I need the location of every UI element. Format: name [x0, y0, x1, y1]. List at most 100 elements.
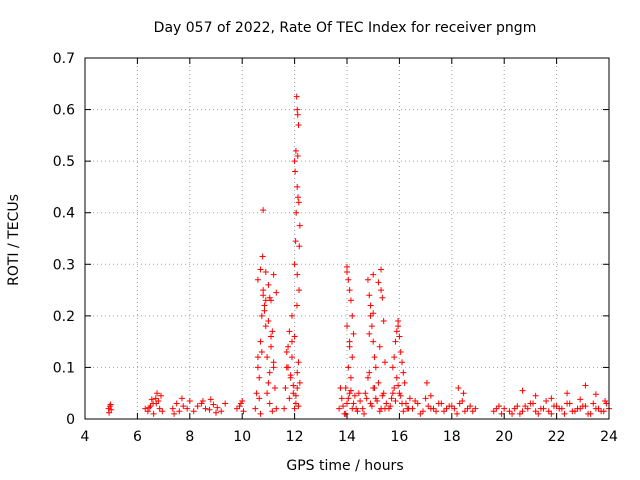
data-point: [395, 318, 402, 325]
data-point: [194, 403, 201, 410]
data-point: [265, 379, 272, 386]
data-point: [296, 222, 303, 229]
data-point: [355, 390, 362, 397]
data-point: [545, 408, 552, 415]
data-point: [519, 387, 526, 394]
data-point: [340, 403, 347, 410]
data-point: [169, 405, 176, 412]
data-point: [371, 385, 378, 392]
data-point: [378, 287, 385, 294]
data-point: [454, 410, 461, 417]
data-point: [157, 392, 164, 399]
data-point: [362, 390, 369, 397]
y-tick-label: 0.4: [53, 206, 75, 222]
data-point: [363, 395, 370, 402]
data-point: [379, 392, 386, 399]
data-point: [422, 395, 429, 402]
data-point: [273, 289, 280, 296]
data-point: [258, 348, 265, 355]
data-point: [345, 395, 352, 402]
data-point: [294, 369, 301, 376]
x-tick-label: 6: [133, 429, 142, 445]
data-point: [342, 410, 349, 417]
data-point: [285, 364, 292, 371]
data-point: [469, 408, 476, 415]
data-point: [347, 387, 354, 394]
data-point: [269, 328, 276, 335]
x-tick-label: 22: [548, 429, 566, 445]
data-point: [268, 343, 275, 350]
data-point: [383, 400, 390, 407]
data-point: [268, 333, 275, 340]
data-point: [292, 168, 299, 175]
data-point: [107, 401, 114, 408]
data-point: [353, 405, 360, 412]
data-point: [344, 400, 350, 407]
data-point: [423, 379, 430, 386]
data-point: [292, 147, 299, 154]
data-point: [364, 276, 371, 283]
data-point: [592, 391, 599, 398]
axis-ticks: [84, 57, 610, 420]
data-point: [293, 302, 300, 309]
x-tick-label: 16: [390, 429, 408, 445]
data-point: [530, 400, 537, 407]
data-point: [281, 405, 288, 412]
data-point: [106, 409, 113, 416]
data-point: [256, 395, 263, 402]
data-point: [214, 404, 221, 411]
data-point: [264, 354, 271, 361]
data-point: [372, 395, 379, 402]
data-point: [105, 405, 112, 412]
data-point: [587, 410, 594, 417]
x-tick-label: 20: [495, 429, 513, 445]
data-point: [288, 312, 295, 319]
data-point: [146, 404, 153, 411]
data-point: [290, 390, 297, 397]
data-point: [294, 183, 301, 190]
data-point: [359, 405, 366, 412]
data-point: [506, 408, 513, 415]
data-point: [548, 410, 555, 417]
data-point: [367, 312, 374, 319]
data-point: [577, 405, 584, 412]
data-point: [173, 400, 180, 407]
data-point: [236, 403, 243, 410]
data-point: [156, 405, 163, 412]
data-point: [380, 390, 387, 397]
data-point: [346, 343, 353, 350]
data-point: [524, 405, 531, 412]
data-point: [349, 354, 356, 361]
data-point: [252, 405, 259, 412]
data-point: [367, 302, 374, 309]
data-point: [270, 364, 277, 371]
data-point: [198, 400, 205, 407]
data-point: [218, 408, 225, 415]
data-point: [346, 390, 353, 397]
data-point: [237, 400, 244, 407]
data-point: [199, 397, 206, 404]
data-point: [400, 369, 407, 376]
data-point: [292, 238, 299, 245]
data-point: [393, 328, 400, 335]
data-point: [294, 385, 301, 392]
data-point: [516, 410, 523, 417]
data-point: [501, 405, 508, 412]
data-point: [337, 385, 344, 392]
data-point: [561, 410, 568, 417]
data-point: [346, 287, 353, 294]
data-point: [257, 266, 264, 273]
data-point: [440, 408, 447, 415]
data-point: [366, 330, 373, 337]
data-point: [294, 111, 301, 118]
data-point: [180, 403, 187, 410]
data-point: [176, 408, 183, 415]
data-point: [349, 312, 356, 319]
data-point: [433, 408, 440, 415]
data-point: [148, 396, 155, 403]
data-point: [258, 312, 265, 319]
data-point: [522, 403, 529, 410]
data-point: [456, 400, 463, 407]
chart-title: Day 057 of 2022, Rate Of TEC Index for r…: [154, 20, 537, 36]
